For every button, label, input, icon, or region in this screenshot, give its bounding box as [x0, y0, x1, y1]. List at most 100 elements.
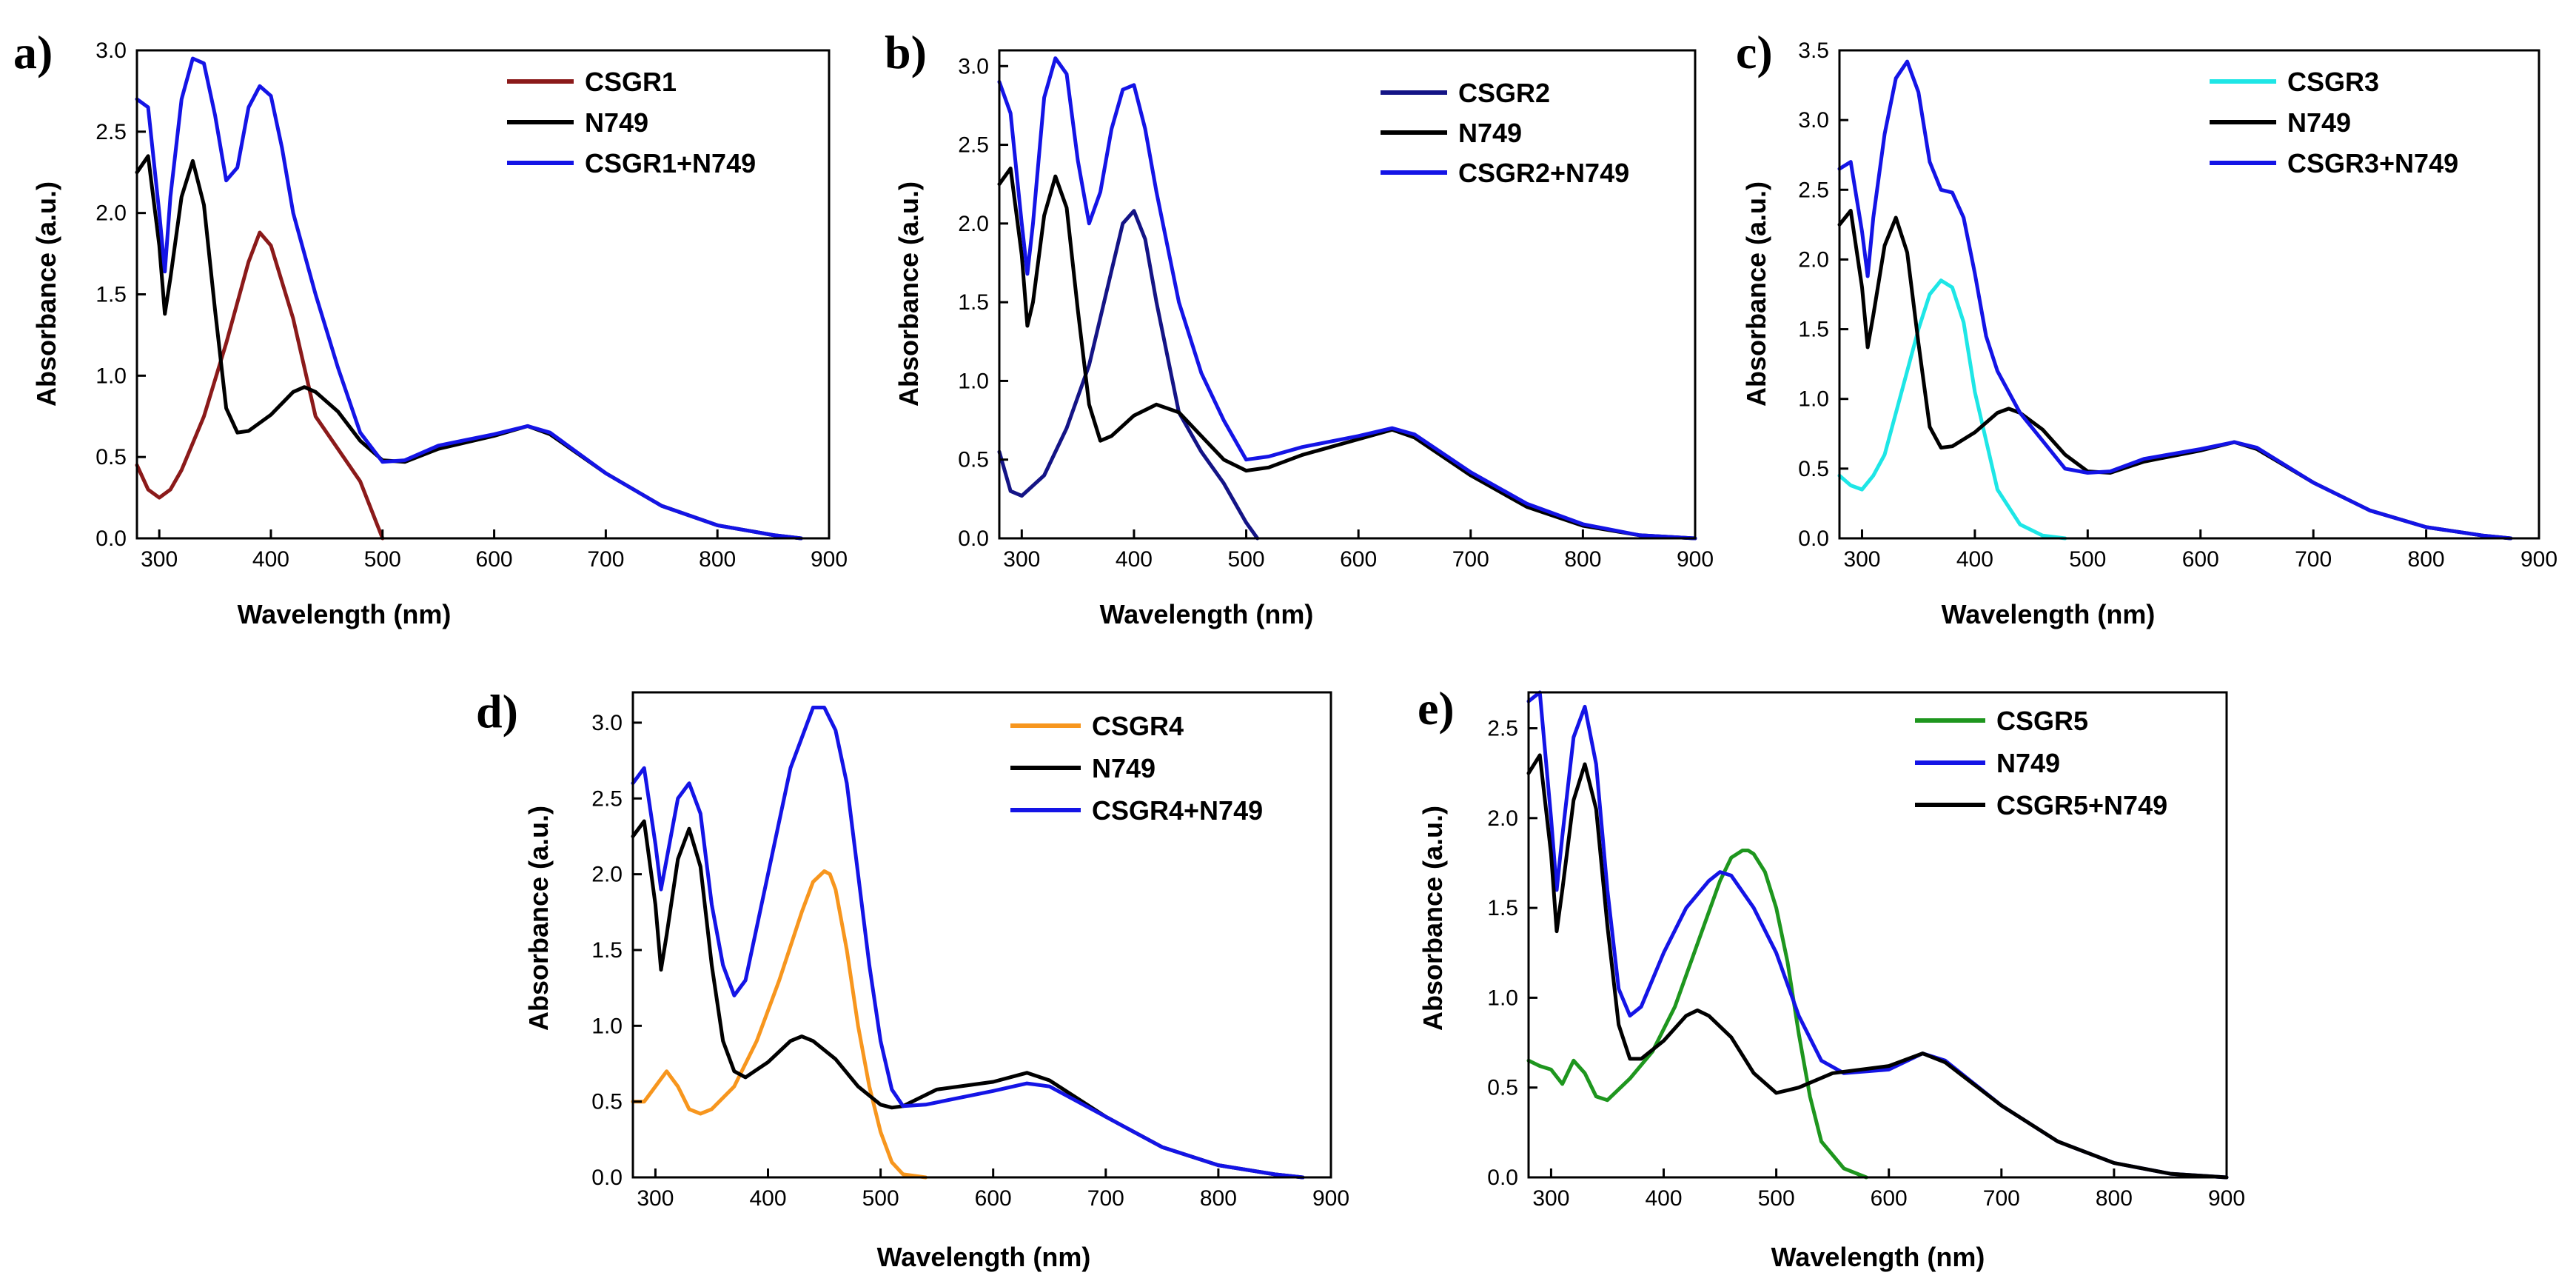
legend-label: CSGR5+N749: [1996, 790, 2167, 820]
legend-label: CSGR1: [585, 67, 677, 97]
y-tick-label: 2.5: [1487, 717, 1518, 741]
series-line-csgr4: [631, 869, 928, 1180]
y-tick-label: 2.0: [1798, 247, 1829, 272]
x-tick-label: 600: [1871, 1186, 1908, 1211]
y-tick-label: 1.5: [591, 938, 623, 963]
x-tick-label: 800: [699, 547, 736, 572]
y-tick-label: 0.0: [591, 1166, 623, 1190]
y-tick-label: 2.5: [591, 786, 623, 811]
y-tick-label: 1.5: [1487, 896, 1518, 920]
legend-label: CSGR2+N749: [1458, 158, 1629, 188]
y-axis-title: Absorbance (a.u.): [523, 806, 554, 1031]
series-line-csgr3: [1837, 278, 2067, 541]
panel-b: b) Wavelength (nm) Absorbance (a.u.) 300…: [885, 26, 1714, 629]
legend-label: CSGR5: [1996, 706, 2088, 736]
x-tick-label: 700: [587, 547, 624, 572]
y-tick-label: 3.0: [95, 39, 127, 63]
series-line-csgr3-n749: [1837, 59, 2513, 541]
y-tick-label: 2.0: [1487, 806, 1518, 831]
x-tick-label: 300: [1843, 547, 1880, 572]
series-group: [1837, 59, 2513, 541]
series-group: [631, 706, 1305, 1180]
x-tick-label: 900: [1312, 1186, 1349, 1211]
y-tick-label: 2.0: [958, 212, 989, 236]
y-tick-label: 0.5: [95, 445, 127, 469]
x-tick-label: 500: [1758, 1186, 1795, 1211]
y-tick-label: 3.0: [958, 54, 989, 78]
x-tick-label: 400: [1116, 547, 1153, 572]
panel-label: b): [885, 26, 927, 78]
plot-frame: [998, 49, 1697, 540]
y-tick-label: 3.0: [591, 711, 623, 735]
legend: CSGR4 N749 CSGR4+N749: [1010, 711, 1263, 826]
series-group: [1526, 690, 2229, 1180]
series-line-n749: [997, 166, 1697, 541]
x-tick-label: 400: [252, 547, 289, 572]
y-tick-label: 1.0: [591, 1014, 623, 1038]
legend-label: N749: [1996, 748, 2060, 778]
x-tick-label: 500: [2069, 547, 2106, 572]
x-tick-label: 700: [1452, 547, 1489, 572]
y-tick-label: 2.5: [1798, 178, 1829, 202]
y-tick-label: 2.0: [95, 201, 127, 226]
legend-label: CSGR4+N749: [1092, 795, 1263, 826]
series-line-csgr4-n749: [631, 706, 1305, 1180]
series-line-csgr1-n749: [135, 56, 803, 541]
legend: CSGR3 N749 CSGR3+N749: [2210, 67, 2458, 178]
y-tick-label: 1.0: [958, 369, 989, 393]
series-line-n749: [1837, 209, 2513, 541]
x-tick-label: 800: [1564, 547, 1601, 572]
x-tick-label: 300: [637, 1186, 674, 1211]
panel-label: c): [1736, 26, 1773, 78]
series-line-n749: [135, 154, 803, 541]
series-line-csgr5-n749: [1526, 753, 2229, 1180]
y-axis-title: Absorbance (a.u.): [893, 181, 924, 407]
x-tick-label: 800: [2408, 547, 2445, 572]
legend-label: N749: [1092, 753, 1155, 783]
x-tick-label: 600: [2182, 547, 2219, 572]
x-tick-label: 300: [141, 547, 178, 572]
legend-label: CSGR2: [1458, 78, 1550, 108]
x-tick-label: 900: [811, 547, 848, 572]
y-tick-label: 0.0: [1798, 526, 1829, 551]
legend-label: CSGR1+N749: [585, 148, 756, 178]
panel-e: e) Wavelength (nm) Absorbance (a.u.) 300…: [1418, 682, 2245, 1272]
panel-label: d): [476, 685, 518, 738]
legend: CSGR1 N749 CSGR1+N749: [507, 67, 756, 178]
x-tick-label: 500: [862, 1186, 899, 1211]
x-axis-title: Wavelength (nm): [1100, 599, 1314, 629]
x-tick-label: 500: [364, 547, 401, 572]
panel-label: a): [13, 26, 53, 78]
y-tick-label: 1.0: [95, 364, 127, 388]
legend-label: CSGR3: [2287, 67, 2379, 97]
x-tick-label: 900: [2208, 1186, 2245, 1211]
y-tick-label: 0.5: [1487, 1076, 1518, 1100]
y-tick-label: 0.0: [958, 526, 989, 551]
series-line-csgr2-n749: [997, 56, 1697, 541]
y-tick-label: 0.5: [1798, 457, 1829, 481]
y-tick-label: 1.5: [1798, 318, 1829, 342]
legend-label: N749: [585, 107, 648, 138]
y-tick-label: 0.0: [1487, 1166, 1518, 1190]
y-tick-label: 1.0: [1798, 387, 1829, 412]
x-tick-label: 900: [2520, 547, 2557, 572]
panel-c: c) Wavelength (nm) Absorbance (a.u.) 300…: [1736, 26, 2557, 629]
x-tick-label: 900: [1677, 547, 1714, 572]
legend-label: CSGR3+N749: [2287, 148, 2458, 178]
legend: CSGR5 N749 CSGR5+N749: [1915, 706, 2167, 820]
legend: CSGR2 N749 CSGR2+N749: [1381, 78, 1629, 188]
series-line-n749: [1526, 690, 2229, 1180]
series-line-csgr5: [1526, 849, 1868, 1180]
x-tick-label: 600: [975, 1186, 1012, 1211]
x-tick-label: 800: [2096, 1186, 2133, 1211]
plot-frame: [1527, 691, 2228, 1179]
x-tick-label: 700: [2295, 547, 2332, 572]
y-tick-label: 1.5: [958, 290, 989, 315]
y-tick-label: 0.5: [958, 448, 989, 472]
x-tick-label: 700: [1983, 1186, 2020, 1211]
y-axis-title: Absorbance (a.u.): [31, 181, 61, 407]
x-tick-label: 300: [1532, 1186, 1569, 1211]
x-axis-title: Wavelength (nm): [1771, 1242, 1985, 1272]
y-tick-label: 2.0: [591, 863, 623, 887]
